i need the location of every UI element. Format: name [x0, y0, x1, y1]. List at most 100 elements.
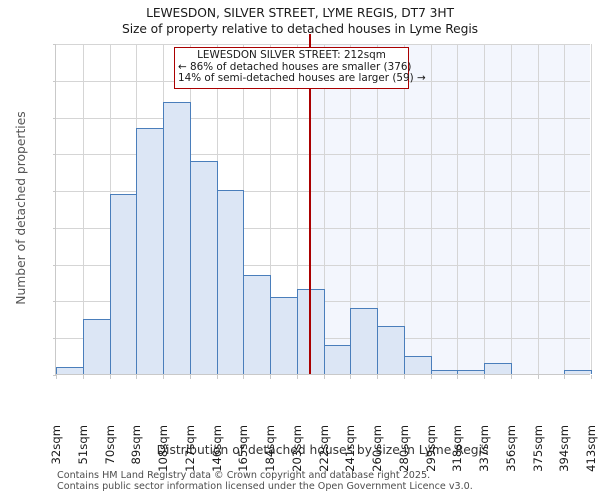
- x-axis-tick-mark: [56, 375, 57, 379]
- x-axis-tick-mark: [216, 375, 218, 379]
- gridline-horizontal: [56, 191, 590, 193]
- y-axis-title: Number of detached properties: [14, 111, 28, 305]
- gridline-horizontal: [56, 44, 590, 45]
- x-axis-tick-mark: [591, 375, 592, 379]
- x-axis-tick-label: 299sqm: [423, 425, 438, 472]
- annotation-line-1: LEWESDON SILVER STREET: 212sqm: [197, 49, 386, 61]
- annotation-line-2: ← 86% of detached houses are smaller (37…: [178, 60, 412, 73]
- x-axis-tick-label: 32sqm: [49, 425, 63, 465]
- gridline-vertical: [484, 44, 485, 374]
- y-axis-tick-mark: [52, 227, 56, 229]
- histogram-bar: [377, 326, 405, 374]
- y-axis-tick-mark: [52, 44, 56, 45]
- x-axis-tick-mark: [109, 375, 111, 379]
- x-axis-tick-mark: [537, 375, 539, 379]
- histogram-bar: [430, 370, 459, 374]
- y-axis-tick-mark: [52, 154, 56, 156]
- gridline-horizontal: [56, 154, 590, 156]
- gridline-vertical: [323, 44, 325, 374]
- histogram-bar: [270, 296, 298, 374]
- x-axis-tick-mark: [189, 375, 191, 379]
- x-axis-tick-mark: [377, 375, 378, 379]
- x-axis-tick-mark: [484, 375, 485, 379]
- gridline-vertical: [591, 44, 592, 374]
- gridline-vertical: [510, 44, 512, 374]
- histogram-bar: [403, 355, 432, 374]
- annotation-callout: LEWESDON SILVER STREET: 212sqm ← 86% of …: [174, 47, 426, 89]
- x-axis-tick-mark: [457, 375, 459, 379]
- x-axis-tick-label: 127sqm: [182, 425, 197, 472]
- x-axis-title: Distribution of detached houses by size …: [156, 443, 489, 457]
- histogram-bar: [484, 362, 512, 374]
- x-axis-tick-label: 375sqm: [530, 425, 545, 472]
- x-axis-tick-mark: [564, 375, 566, 379]
- chart-subtitle: Size of property relative to detached ho…: [122, 22, 478, 36]
- x-axis-tick-label: 222sqm: [316, 425, 331, 472]
- gridline-vertical: [403, 44, 405, 374]
- histogram-bar: [189, 160, 218, 374]
- gridline-horizontal: [56, 264, 590, 266]
- x-axis-tick-label: 241sqm: [343, 425, 358, 472]
- plot-area: 32sqm 51sqm 70sqm 89sqm 108sqm 127sqm 146sqm 16…: [49, 34, 598, 472]
- x-axis-tick-label: 394sqm: [557, 425, 572, 472]
- histogram-bar: [56, 366, 84, 374]
- histogram-bar: [82, 318, 111, 374]
- x-axis-tick-mark: [403, 375, 405, 379]
- gridline-vertical: [350, 44, 352, 374]
- histogram-bar: [136, 127, 164, 374]
- footer-line-2: Contains public sector information licen…: [57, 481, 473, 492]
- y-axis-tick-mark: [52, 264, 56, 266]
- attribution-footer: Contains HM Land Registry data © Crown c…: [57, 470, 587, 492]
- x-axis-tick-mark: [136, 375, 138, 379]
- x-axis-tick-label: 413sqm: [584, 425, 598, 472]
- x-axis-tick-mark: [510, 375, 512, 379]
- gridline-horizontal: [56, 227, 590, 229]
- gridline-vertical: [430, 44, 432, 374]
- x-axis-tick-label: 165sqm: [236, 425, 251, 472]
- x-axis-tick-label: 260sqm: [370, 425, 384, 472]
- x-axis-tick-label: 280sqm: [396, 425, 411, 472]
- x-axis-tick-label: 318sqm: [450, 425, 465, 472]
- y-axis-tick-mark: [52, 117, 56, 119]
- gridline-horizontal: [56, 117, 590, 119]
- histogram-bar: [323, 344, 352, 374]
- chart-title-block: LEWESDON, SILVER STREET, LYME REGIS, DT7…: [0, 5, 600, 38]
- subject-property-marker-line: [309, 34, 311, 374]
- x-axis-tick-label: 146sqm: [209, 425, 224, 472]
- x-axis-tick-mark: [82, 375, 84, 379]
- x-axis-tick-mark: [270, 375, 271, 379]
- histogram-bar: [243, 274, 271, 374]
- footer-line-1: Contains HM Land Registry data © Crown c…: [57, 470, 431, 481]
- gridline-vertical: [377, 44, 378, 374]
- x-axis-tick-mark: [163, 375, 164, 379]
- histogram-bar: [163, 101, 191, 374]
- x-axis-tick-label: 70sqm: [102, 425, 117, 465]
- histogram-bar: [350, 307, 378, 374]
- y-axis-tick-mark: [52, 375, 56, 376]
- annotation-line-3: 14% of semi-detached houses are larger (…: [178, 72, 426, 85]
- x-axis-tick-mark: [323, 375, 325, 379]
- x-axis-tick-label: 356sqm: [503, 425, 518, 472]
- x-axis-tick-label: 184sqm: [263, 425, 277, 472]
- x-axis-tick-label: 108sqm: [156, 425, 170, 472]
- x-axis-tick-label: 89sqm: [129, 425, 144, 465]
- y-axis-tick-mark: [52, 80, 56, 82]
- x-axis-tick-label: 203sqm: [289, 425, 304, 472]
- gridline-vertical: [296, 44, 298, 374]
- x-axis-tick-mark: [243, 375, 245, 379]
- gridline-vertical: [564, 44, 566, 374]
- histogram-bar: [216, 190, 245, 374]
- gridline-vertical: [82, 44, 84, 374]
- page-title: LEWESDON, SILVER STREET, LYME REGIS, DT7…: [146, 6, 454, 20]
- x-axis-tick-mark: [430, 375, 432, 379]
- x-axis-tick-mark: [350, 375, 352, 379]
- x-axis-tick-label: 51sqm: [75, 425, 90, 465]
- gridline-vertical: [537, 44, 539, 374]
- x-axis-tick-label: 337sqm: [477, 425, 491, 472]
- histogram-bar: [457, 370, 485, 374]
- y-axis-tick-mark: [52, 191, 56, 193]
- histogram-bar: [109, 193, 138, 374]
- x-axis-tick-mark: [296, 375, 298, 379]
- y-axis-tick-mark: [52, 301, 56, 303]
